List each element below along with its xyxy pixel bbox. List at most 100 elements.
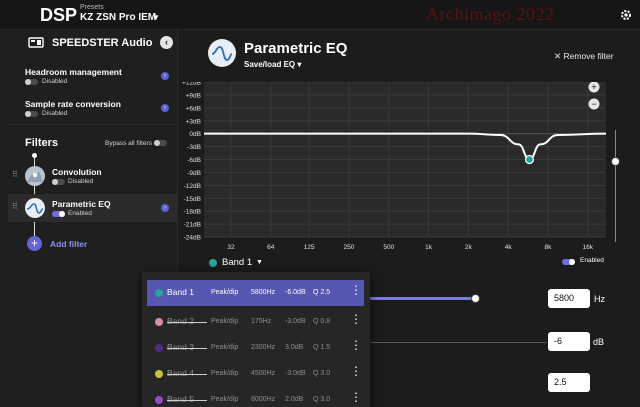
zoom-in-button[interactable]: + bbox=[588, 82, 600, 93]
svg-text:+: + bbox=[591, 82, 596, 92]
gear-icon[interactable] bbox=[619, 8, 633, 22]
gain-input[interactable]: -6 bbox=[548, 332, 590, 351]
band-frequency: 5800Hz bbox=[251, 289, 276, 296]
y-tick-label: 0dB bbox=[189, 131, 201, 138]
filter-name: Convolution bbox=[52, 167, 102, 177]
remove-filter-button[interactable]: ✕ Remove filter bbox=[554, 51, 614, 62]
convolution-toggle[interactable] bbox=[52, 179, 65, 185]
filter-name: Parametric EQ bbox=[52, 199, 111, 209]
app-title: DSP bbox=[40, 5, 78, 25]
band-menu-item[interactable]: Band 4 Peak/dip 4500Hz -3.0dB Q 3.0 ⋮ bbox=[147, 361, 364, 387]
chevron-right-icon[interactable]: › bbox=[161, 72, 169, 80]
band-name: Band 2 bbox=[167, 316, 194, 326]
band-type: Peak/dip bbox=[211, 396, 239, 403]
remove-filter-label: Remove filter bbox=[563, 51, 614, 61]
setting-state: Disabled bbox=[42, 78, 68, 85]
setting-label: Headroom management bbox=[25, 67, 122, 77]
chevron-right-icon[interactable]: › bbox=[161, 204, 169, 212]
band-q: Q 3.0 bbox=[313, 370, 331, 377]
frequency-slider-track[interactable] bbox=[370, 297, 476, 300]
q-input[interactable]: 2.5 bbox=[548, 373, 590, 392]
save-load-eq-menu[interactable]: Save/load EQ ▾ bbox=[244, 60, 302, 69]
band-type: Peak/dip bbox=[211, 318, 239, 325]
y-tick-label: +3dB bbox=[186, 118, 201, 125]
frequency-slider-knob[interactable] bbox=[471, 294, 480, 303]
band-enabled-toggle[interactable] bbox=[562, 259, 575, 265]
chevron-right-icon[interactable]: › bbox=[161, 104, 169, 112]
band-frequency: 4500Hz bbox=[251, 370, 276, 377]
filter-item-convolution[interactable]: ⠿ Convolution Disabled bbox=[8, 162, 178, 190]
band-type: Peak/dip bbox=[211, 344, 239, 351]
bypass-all-label: Bypass all filters bbox=[105, 140, 152, 147]
band-color-dot bbox=[155, 396, 163, 404]
y-tick-label: -12dB bbox=[184, 183, 201, 190]
more-vertical-icon[interactable]: ⋮ bbox=[350, 283, 362, 297]
eq-graph[interactable]: +12dB +9dB +6dB +3dB 0dB -3dB -6dB -9dB -12dB -15… bbox=[182, 82, 608, 276]
setting-state: Disabled bbox=[42, 110, 68, 117]
band-menu-item[interactable]: Band 5 Peak/dip 8000Hz 2.0dB Q 3.0 ⋮ bbox=[147, 387, 364, 407]
headroom-toggle[interactable] bbox=[25, 79, 38, 85]
caret-down-icon[interactable]: ▼ bbox=[152, 13, 160, 22]
band-type: Peak/dip bbox=[211, 370, 239, 377]
filter-state: Disabled bbox=[68, 178, 94, 185]
more-vertical-icon[interactable]: ⋮ bbox=[350, 364, 362, 378]
filter-item-parametric-eq[interactable]: ⠿ Parametric EQ Enabled › bbox=[8, 194, 178, 222]
sample-rate-toggle[interactable] bbox=[25, 111, 38, 117]
band-menu-item[interactable]: Band 3 Peak/dip 2300Hz 3.0dB Q 1.5 ⋮ bbox=[147, 335, 364, 361]
top-bar: DSP Presets KZ ZSN Pro IEM ▼ Archimago 2… bbox=[0, 0, 640, 30]
x-tick-label: 250 bbox=[344, 244, 355, 251]
band-type: Peak/dip bbox=[211, 289, 239, 296]
setting-sample-rate-conversion[interactable]: Sample rate conversion Disabled › bbox=[0, 99, 178, 131]
band-1-handle[interactable] bbox=[524, 154, 535, 165]
divider bbox=[8, 124, 176, 125]
setting-headroom-management[interactable]: Headroom management Disabled › bbox=[0, 67, 178, 99]
disabled-strike bbox=[167, 322, 207, 323]
band-q: Q 1.5 bbox=[313, 344, 331, 351]
zoom-out-button[interactable]: − bbox=[588, 98, 600, 110]
band-name: Band 3 bbox=[167, 342, 194, 352]
x-tick-label: 64 bbox=[267, 244, 275, 251]
presets-label: Presets bbox=[80, 4, 104, 11]
x-tick-label: 1k bbox=[425, 244, 433, 251]
more-vertical-icon[interactable]: ⋮ bbox=[350, 338, 362, 352]
band-enabled-label: Enabled bbox=[580, 257, 604, 264]
band-color-dot bbox=[155, 344, 163, 352]
device-icon bbox=[28, 36, 44, 50]
x-tick-label: 8k bbox=[544, 244, 552, 251]
caret-down-icon[interactable]: ▼ bbox=[256, 259, 263, 266]
gain-slider-track[interactable] bbox=[370, 342, 546, 343]
band-menu-item[interactable]: Band 2 Peak/dip 175Hz -3.0dB Q 0.8 ⋮ bbox=[147, 309, 364, 335]
collapse-sidebar-button[interactable]: ‹ bbox=[160, 36, 173, 49]
gain-scale-slider-track[interactable] bbox=[615, 130, 616, 242]
eq-curve-icon bbox=[208, 39, 236, 67]
drag-handle-icon[interactable]: ⠿ bbox=[12, 202, 18, 211]
more-vertical-icon[interactable]: ⋮ bbox=[350, 390, 362, 404]
band-menu-item[interactable]: Band 1 Peak/dip 5800Hz -6.0dB Q 2.5 ⋮ bbox=[147, 280, 364, 306]
close-icon: ✕ bbox=[554, 51, 562, 61]
drag-handle-icon[interactable]: ⠿ bbox=[12, 170, 18, 179]
band-frequency: 175Hz bbox=[251, 318, 272, 325]
frequency-input[interactable]: 5800 bbox=[548, 289, 590, 308]
add-filter-label[interactable]: Add filter bbox=[50, 239, 88, 249]
save-load-label: Save/load EQ bbox=[244, 60, 296, 69]
band-selector[interactable]: Band 1 bbox=[222, 257, 253, 268]
band-color-dot bbox=[209, 259, 217, 267]
parametric-eq-toggle[interactable] bbox=[52, 211, 65, 217]
eq-chart-svg[interactable]: +12dB +9dB +6dB +3dB 0dB -3dB -6dB -9dB -12dB -15… bbox=[182, 82, 608, 276]
band-color-dot bbox=[155, 370, 163, 378]
preset-selector[interactable]: KZ ZSN Pro IEM bbox=[80, 12, 157, 23]
convolution-icon bbox=[25, 166, 45, 186]
y-tick-label: -24dB bbox=[184, 235, 201, 242]
more-vertical-icon[interactable]: ⋮ bbox=[350, 312, 362, 326]
add-filter-button[interactable]: + bbox=[27, 236, 42, 251]
band-name: Band 4 bbox=[167, 368, 194, 378]
frequency-unit: Hz bbox=[594, 294, 605, 304]
band-gain: -6.0dB bbox=[285, 289, 306, 296]
svg-text:−: − bbox=[591, 99, 596, 109]
device-name: SPEEDSTER Audio bbox=[52, 37, 153, 49]
y-tick-label: -15dB bbox=[184, 196, 201, 203]
bypass-all-toggle[interactable] bbox=[154, 140, 167, 146]
band-dropdown-menu: Band 1 Peak/dip 5800Hz -6.0dB Q 2.5 ⋮ Ba… bbox=[142, 272, 370, 407]
gain-scale-slider-knob[interactable] bbox=[611, 157, 620, 166]
y-tick-label: -9dB bbox=[187, 170, 201, 177]
